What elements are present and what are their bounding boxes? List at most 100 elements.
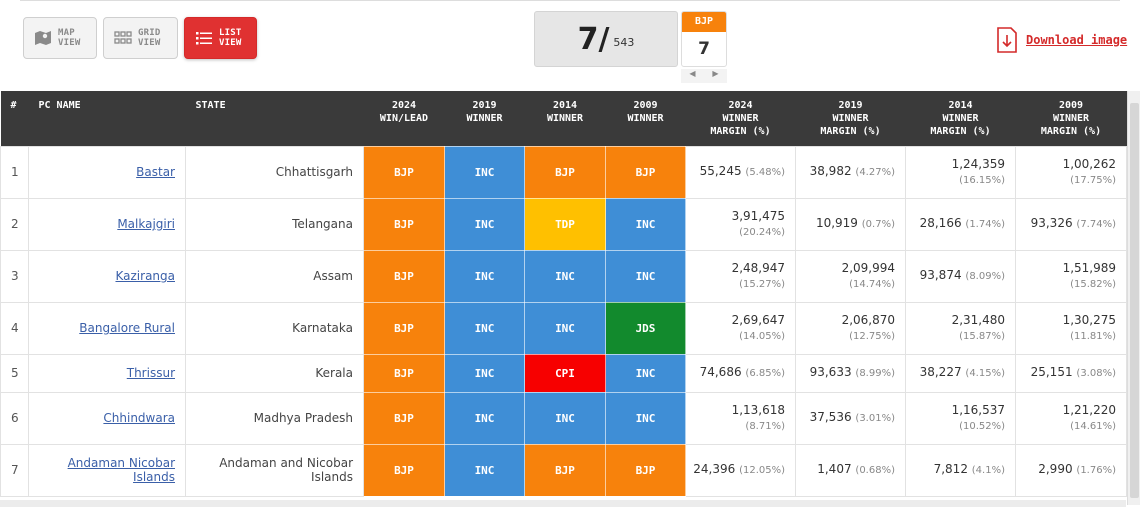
margin-cell-2019: 38,982 (4.27%)	[795, 145, 906, 199]
state-cell: Chhattisgarh	[185, 145, 364, 199]
margin-value: 10,919	[815, 216, 858, 230]
margin-cell-2009: 1,30,275 (11.81%)	[1015, 301, 1127, 355]
scrollbar[interactable]	[1127, 91, 1140, 505]
pc-name-link[interactable]: Malkajgiri	[117, 217, 175, 231]
pc-name-cell: Bangalore Rural	[28, 301, 186, 355]
grid-view-label-2: VIEW	[138, 38, 161, 48]
margin-cell-2009: 1,00,262 (17.75%)	[1015, 145, 1127, 199]
margin-value: 3,91,475	[731, 208, 785, 223]
column-header-line: 2019	[838, 100, 863, 111]
scrollbar-thumb[interactable]	[1130, 103, 1139, 498]
margin-cell-2024: 74,686 (6.85%)	[685, 353, 796, 393]
party-badge-2009: INC	[605, 249, 686, 303]
margin-cell-2014: 7,812 (4.1%)	[905, 443, 1016, 497]
map-view-label-1: MAP	[58, 28, 75, 38]
column-header-line: WINNER	[1052, 113, 1090, 124]
grid-view-button[interactable]: GRID VIEW	[103, 17, 178, 59]
pc-name-link[interactable]: Bastar	[136, 165, 175, 179]
margin-cell-2009: 1,51,989 (15.82%)	[1015, 249, 1127, 303]
party-badge-2014: INC	[524, 391, 606, 445]
column-header-line: 2014	[552, 100, 578, 111]
column-header-line: 2009	[633, 100, 658, 111]
state-cell: Madhya Pradesh	[185, 391, 364, 445]
column-header: PC NAME	[28, 91, 186, 146]
list-view-button[interactable]: LIST VIEW	[184, 17, 257, 59]
row-number: 5	[0, 353, 29, 393]
column-header: 2024 WIN/LEAD	[363, 91, 445, 146]
column-header-line: STATE	[195, 100, 226, 111]
pc-name-link[interactable]: Thrissur	[126, 366, 175, 380]
margin-percent: (16.15%)	[959, 174, 1005, 186]
column-header: STATE	[185, 91, 364, 146]
chevron-left-icon[interactable]: ◀	[689, 69, 696, 78]
row-number: 3	[0, 249, 29, 303]
margin-value: 28,166	[919, 216, 962, 230]
margin-percent: (3.08%)	[1076, 368, 1116, 379]
margin-value: 2,48,947	[731, 260, 785, 275]
party-badge-2024: BJP	[363, 443, 445, 497]
column-header: 2014 WINNER MARGIN (%)	[905, 91, 1016, 146]
margin-value: 2,06,870	[841, 312, 895, 327]
margin-cell-2024: 24,396 (12.05%)	[685, 443, 796, 497]
margin-cell-2014: 38,227 (4.15%)	[905, 353, 1016, 393]
grid-view-label-1: GRID	[138, 28, 161, 38]
list-view-label-2: VIEW	[219, 38, 242, 48]
party-badge-2009: BJP	[605, 443, 686, 497]
column-header: 2024 WINNER MARGIN (%)	[685, 91, 796, 146]
column-header-line: WIN/LEAD	[379, 113, 429, 124]
pc-name-cell: Kaziranga	[28, 249, 186, 303]
pc-name-link[interactable]: Andaman Nicobar Islands	[67, 456, 175, 484]
map-view-button[interactable]: MAP VIEW	[23, 17, 97, 59]
top-divider	[20, 0, 1120, 1]
party-badge-2009: INC	[605, 391, 686, 445]
party-badge-2024: BJP	[363, 353, 445, 393]
party-filter-card[interactable]: BJP 7	[681, 11, 727, 67]
table-row: 2 Malkajgiri Telangana BJP INC TDP INC 3,91,475…	[0, 197, 1127, 251]
margin-cell-2024: 2,69,647 (14.05%)	[685, 301, 796, 355]
horizontal-scrollbar[interactable]	[0, 500, 1126, 507]
chevron-right-icon[interactable]: ▶	[712, 69, 719, 78]
party-badge-2019: INC	[444, 391, 525, 445]
party-badge-2019: INC	[444, 301, 525, 355]
margin-percent: (12.75%)	[849, 330, 895, 342]
party-badge-2019: INC	[444, 353, 525, 393]
margin-value: 1,00,262	[1062, 156, 1116, 171]
table-row: 5 Thrissur Kerala BJP INC CPI INC 74,686 (6.85%…	[0, 353, 1127, 393]
party-badge-2019: INC	[444, 197, 525, 251]
list-icon	[195, 29, 213, 47]
column-header-line: 2024	[728, 100, 753, 111]
margin-percent: (8.99%)	[855, 368, 895, 379]
pc-name-cell: Thrissur	[28, 353, 186, 393]
margin-percent: (8.71%)	[745, 420, 785, 432]
margin-cell-2009: 93,326 (7.74%)	[1015, 197, 1127, 251]
column-header-line: MARGIN (%)	[710, 126, 771, 137]
margin-value: 1,24,359	[951, 156, 1005, 171]
column-header-line: MARGIN (%)	[1040, 126, 1102, 137]
pc-name-link[interactable]: Kaziranga	[115, 269, 175, 283]
download-image-link[interactable]: Download image	[996, 26, 1127, 54]
pc-name-link[interactable]: Bangalore Rural	[79, 321, 175, 335]
margin-cell-2019: 2,06,870 (12.75%)	[795, 301, 906, 355]
table-row: 1 Bastar Chhattisgarh BJP INC BJP BJP 55,245 (5…	[0, 145, 1127, 199]
margin-cell-2024: 2,48,947 (15.27%)	[685, 249, 796, 303]
column-header-line: WINNER	[942, 113, 979, 124]
margin-value: 1,51,989	[1062, 260, 1116, 275]
margin-value: 93,326	[1030, 216, 1073, 230]
grid-icon	[114, 29, 132, 47]
column-header: 2009 WINNER	[605, 91, 686, 146]
margin-value: 25,151	[1030, 365, 1073, 379]
party-badge-2009: INC	[605, 197, 686, 251]
margin-value: 37,536	[809, 410, 852, 424]
column-header-line: WINNER	[832, 113, 869, 124]
party-badge-2009: BJP	[605, 145, 686, 199]
map-icon	[34, 29, 52, 47]
margin-cell-2019: 2,09,994 (14.74%)	[795, 249, 906, 303]
column-header: 2014 WINNER	[524, 91, 606, 146]
pc-name-link[interactable]: Chhindwara	[103, 411, 175, 425]
margin-cell-2009: 1,21,220 (14.61%)	[1015, 391, 1127, 445]
column-header-line: #	[10, 100, 17, 111]
margin-value: 7,812	[933, 462, 968, 476]
margin-value: 38,982	[809, 164, 852, 178]
margin-value: 74,686	[699, 365, 742, 379]
margin-percent: (14.61%)	[1070, 420, 1116, 432]
